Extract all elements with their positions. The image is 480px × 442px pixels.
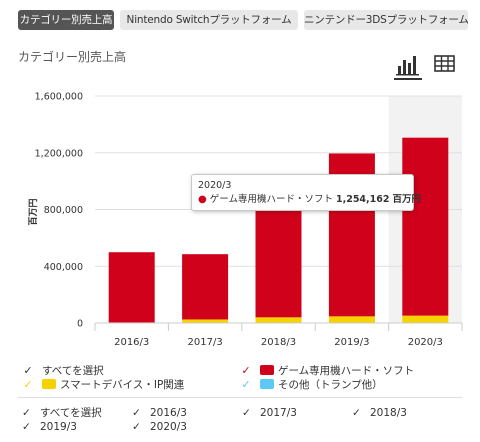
bar-chart-view-button[interactable]: [396, 54, 420, 76]
y-axis-label: 百万円: [28, 198, 39, 225]
tooltip-series-dot-icon: ●: [198, 194, 207, 205]
x-tick-label: 2016/3: [114, 337, 149, 348]
check-icon: ✓: [241, 378, 251, 391]
year-filter-2020[interactable]: ✓ 2020/3: [132, 420, 187, 434]
check-icon: ✓: [241, 364, 251, 377]
y-tick-label: 1,600,000: [35, 92, 83, 103]
y-tick-label: 400,000: [44, 262, 83, 273]
legend-item-label: その他（トランプ他）: [278, 379, 383, 391]
year-filter-2018[interactable]: ✓ 2018/3: [352, 406, 407, 420]
x-tick-label: 2017/3: [188, 337, 223, 348]
year-filter-2019[interactable]: ✓ 2019/3: [22, 420, 77, 434]
bar-game-hardware-0: [108, 252, 155, 323]
year-filter-label: 2016/3: [150, 407, 187, 419]
legend-swatch: [260, 365, 274, 375]
year-filter-2016[interactable]: ✓ 2016/3: [132, 406, 187, 420]
bar-smart-device-3: [328, 316, 375, 323]
table-icon: [434, 55, 455, 72]
check-icon: ✓: [22, 421, 31, 433]
active-view-indicator: [394, 78, 422, 80]
legend-item-smart-device[interactable]: ✓ スマートデバイス・IP関連: [22, 378, 184, 392]
year-filter-label: 2020/3: [150, 421, 187, 433]
bar-game-hardware-1: [182, 254, 229, 320]
check-icon: ✓: [132, 407, 141, 419]
y-tick-label: 0: [77, 319, 83, 330]
year-filter-select-all[interactable]: ✓ すべてを選択: [22, 406, 102, 420]
year-filter-label: 2017/3: [260, 407, 297, 419]
check-icon: ✓: [242, 407, 251, 419]
tooltip-period: 2020/3: [198, 180, 232, 191]
legend-swatch: [260, 379, 274, 389]
legend-swatch: [42, 379, 56, 389]
year-filter-label: すべてを選択: [40, 407, 102, 419]
y-tick-label: 1,200,000: [35, 148, 83, 159]
sales-bar-chart: 0 400,000 800,000 1,200,000 1,600,000 2016/3…: [28, 92, 463, 348]
tooltip-value: 1,254,162: [335, 194, 390, 205]
bar-smart-device-4: [402, 315, 449, 323]
year-filter-label: 2019/3: [40, 421, 77, 433]
section-title: カテゴリー別売上高: [18, 50, 127, 64]
x-tick-label: 2018/3: [261, 337, 296, 348]
check-icon: ✓: [352, 407, 361, 419]
check-icon: ✓: [22, 407, 31, 419]
year-filter-label: 2018/3: [370, 407, 407, 419]
tooltip-series: ゲーム専用機ハード・ソフト: [209, 194, 333, 205]
tooltip-unit: 百万円: [392, 194, 422, 205]
bar-smart-device-2: [255, 317, 302, 323]
x-tick-label: 2020/3: [408, 337, 443, 348]
legend-select-all[interactable]: ✓ すべてを選択: [22, 364, 104, 378]
check-icon: ✓: [23, 378, 33, 391]
year-filter-2017[interactable]: ✓ 2017/3: [242, 406, 297, 420]
legend-item-label: スマートデバイス・IP関連: [60, 379, 185, 391]
legend-select-all-label: すべてを選択: [42, 365, 104, 377]
bar-smart-device-1: [182, 319, 229, 323]
tab-3ds-platform[interactable]: ニンテンドー3DSプラットフォーム: [304, 10, 469, 30]
legend-item-game-hardware[interactable]: ✓ ゲーム専用機ハード・ソフト: [240, 364, 414, 378]
legend-item-other[interactable]: ✓ その他（トランプ他）: [240, 378, 383, 392]
x-tick-label: 2019/3: [334, 337, 369, 348]
check-icon: ✓: [23, 364, 33, 377]
chart-tooltip: 2020/3 ● ゲーム専用機ハード・ソフト 1,254,162 百万円: [191, 174, 421, 211]
x-axis: 2016/3 2017/3 2018/3 2019/3 2020/3: [94, 322, 463, 348]
legend-item-label: ゲーム専用機ハード・ソフト: [278, 365, 415, 377]
check-icon: ✓: [132, 421, 141, 433]
table-view-button[interactable]: [434, 54, 458, 76]
y-tick-label: 800,000: [44, 205, 83, 216]
tab-category-sales[interactable]: カテゴリー別売上高: [18, 10, 114, 30]
bar-chart-icon: [396, 56, 419, 76]
tab-switch-platform[interactable]: Nintendo Switchプラットフォーム: [120, 10, 298, 30]
bar-game-hardware-4: [402, 137, 449, 316]
divider: [18, 397, 462, 398]
y-axis: 0 400,000 800,000 1,200,000 1,600,000: [35, 92, 83, 330]
